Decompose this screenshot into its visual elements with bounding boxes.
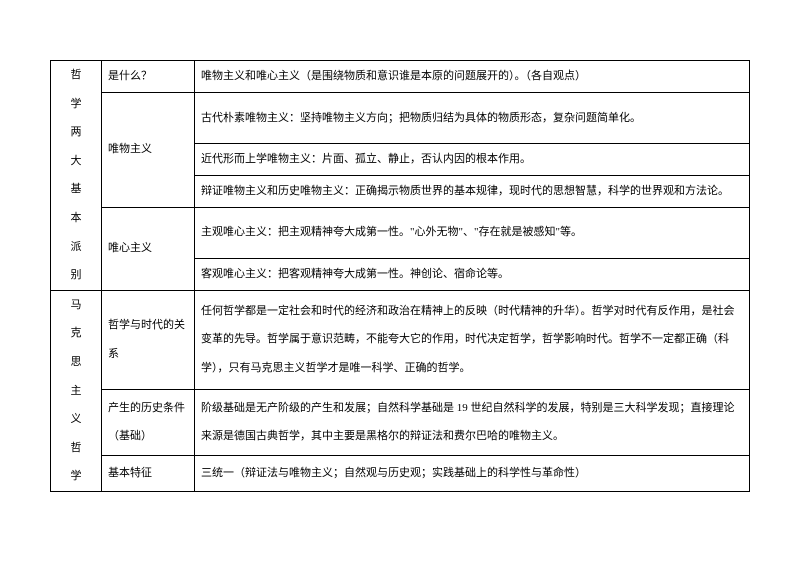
cell-topic: 是什么？ (102, 61, 195, 93)
cell-content: 主观唯心主义：把主观精神夸大成第一性。"心外无物"、"存在就是被感知"等。 (195, 207, 750, 258)
cell-topic: 唯心主义 (102, 207, 195, 290)
table-row: 马克思主义哲学 哲学与时代的关系 任何哲学都是一定社会和时代的经济和政治在精神上… (51, 290, 750, 389)
table-row: 唯物主义 古代朴素唯物主义：坚持唯物主义方向；把物质归结为具体的物质形态，复杂问… (51, 92, 750, 143)
table-row: 哲学两大基本派别 是什么？ 唯物主义和唯心主义（是围绕物质和意识谁是本原的问题展… (51, 61, 750, 93)
cell-topic: 产生的历史条件（基础） (102, 389, 195, 455)
table-row: 产生的历史条件（基础） 阶级基础是无产阶级的产生和发展；自然科学基础是 19 世… (51, 389, 750, 455)
cell-topic: 哲学与时代的关系 (102, 290, 195, 389)
cell-content: 辩证唯物主义和历史唯物主义：正确揭示物质世界的基本规律，现时代的思想智慧，科学的… (195, 175, 750, 207)
cell-content: 客观唯心主义：把客观精神夸大成第一性。神创论、宿命论等。 (195, 258, 750, 290)
section-header-1: 哲学两大基本派别 (51, 61, 102, 291)
cell-content: 阶级基础是无产阶级的产生和发展；自然科学基础是 19 世纪自然科学的发展，特别是… (195, 389, 750, 455)
cell-content: 三统一（辩证法与唯物主义；自然观与历史观；实践基础上的科学性与革命性） (195, 455, 750, 491)
page-wrapper: 哲学两大基本派别 是什么？ 唯物主义和唯心主义（是围绕物质和意识谁是本原的问题展… (0, 0, 800, 532)
table-row: 基本特征 三统一（辩证法与唯物主义；自然观与历史观；实践基础上的科学性与革命性） (51, 455, 750, 491)
cell-content: 近代形而上学唯物主义：片面、孤立、静止，否认内因的根本作用。 (195, 144, 750, 176)
section-header-2: 马克思主义哲学 (51, 290, 102, 491)
cell-content: 唯物主义和唯心主义（是围绕物质和意识谁是本原的问题展开的）。（各自观点） (195, 61, 750, 93)
cell-topic: 唯物主义 (102, 92, 195, 207)
cell-content: 任何哲学都是一定社会和时代的经济和政治在精神上的反映（时代精神的升华）。哲学对时… (195, 290, 750, 389)
table-row: 唯心主义 主观唯心主义：把主观精神夸大成第一性。"心外无物"、"存在就是被感知"… (51, 207, 750, 258)
cell-content: 古代朴素唯物主义：坚持唯物主义方向；把物质归结为具体的物质形态，复杂问题简单化。 (195, 92, 750, 143)
cell-topic: 基本特征 (102, 455, 195, 491)
content-table: 哲学两大基本派别 是什么？ 唯物主义和唯心主义（是围绕物质和意识谁是本原的问题展… (50, 60, 750, 492)
